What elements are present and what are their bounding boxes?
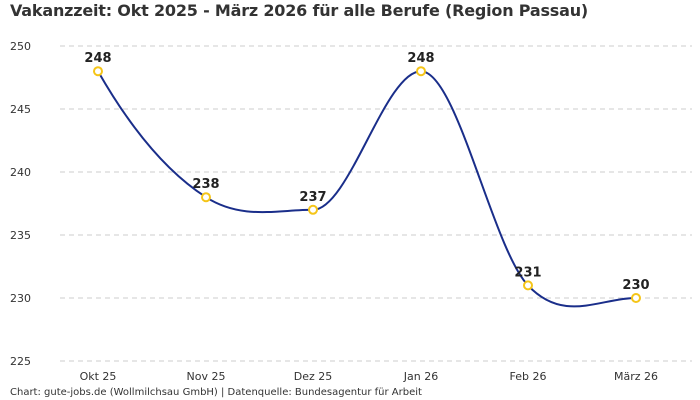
x-tick-label: Dez 25 (294, 370, 333, 383)
data-point-marker[interactable] (308, 204, 318, 215)
y-tick-label: 240 (10, 166, 31, 179)
data-label: 237 (299, 190, 326, 205)
y-tick-label: 235 (10, 229, 31, 242)
data-label: 238 (192, 177, 219, 192)
data-label: 230 (622, 278, 649, 293)
x-tick-label: Jan 26 (403, 370, 438, 383)
data-label: 248 (407, 51, 434, 66)
x-tick-label: März 26 (614, 370, 658, 383)
data-point-marker[interactable] (93, 66, 103, 77)
data-line (97, 70, 637, 308)
y-tick-label: 250 (10, 40, 31, 53)
x-tick-label: Okt 25 (80, 370, 117, 383)
data-point-marker[interactable] (523, 280, 533, 291)
y-tick-label: 225 (10, 355, 31, 368)
data-point-marker[interactable] (631, 293, 641, 303)
data-label: 248 (84, 51, 111, 66)
chart-title: Vakanzzeit: Okt 2025 - März 2026 für all… (10, 1, 589, 20)
y-tick-label: 230 (10, 292, 31, 305)
x-tick-label: Feb 26 (510, 370, 547, 383)
x-tick-label: Nov 25 (187, 370, 226, 383)
data-label: 231 (514, 265, 541, 280)
data-point-marker[interactable] (416, 66, 426, 77)
data-point-marker[interactable] (201, 192, 211, 203)
chart-source-footer: Chart: gute-jobs.de (Wollmilchsau GmbH) … (10, 387, 422, 398)
y-tick-label: 245 (10, 103, 31, 116)
